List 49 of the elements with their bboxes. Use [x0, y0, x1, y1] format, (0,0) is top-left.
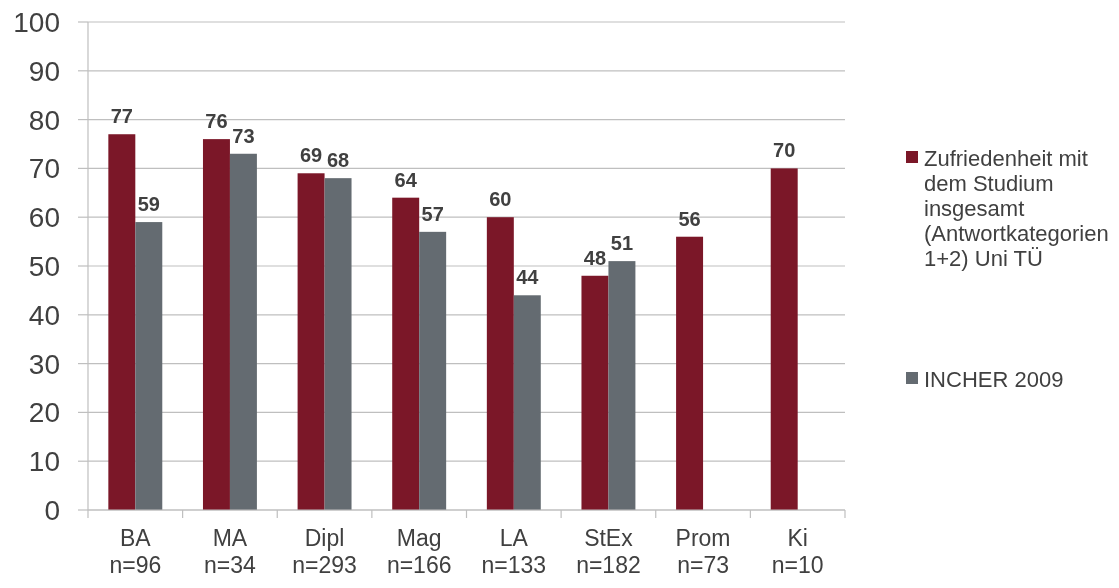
data-label: 60 — [489, 188, 512, 211]
y-tick-label: 0 — [44, 495, 60, 527]
bar — [202, 139, 230, 510]
bar — [297, 173, 325, 510]
y-tick-label: 20 — [28, 397, 60, 429]
bar — [676, 236, 704, 510]
y-tick-label: 50 — [28, 251, 60, 283]
bar — [392, 197, 420, 510]
x-tick-label: MA n=34 — [204, 525, 257, 578]
y-tick-label: 30 — [28, 348, 60, 380]
bar — [419, 231, 447, 510]
bar — [108, 134, 136, 510]
y-tick-label: 90 — [28, 55, 60, 87]
x-tick-label: Mag n=166 — [386, 525, 452, 578]
data-label: 48 — [583, 246, 607, 269]
y-tick-label: 10 — [28, 446, 60, 478]
bar — [608, 261, 636, 510]
data-label: 57 — [421, 202, 444, 225]
bar — [770, 168, 798, 510]
y-tick-label: 80 — [28, 104, 60, 136]
bar — [513, 295, 541, 510]
y-tick-label: 40 — [28, 299, 60, 331]
data-label: 70 — [773, 139, 796, 162]
data-label: 64 — [394, 168, 418, 191]
data-label: 56 — [678, 207, 701, 230]
x-tick-label: Dipl n=293 — [292, 525, 357, 578]
data-label: 77 — [110, 105, 133, 128]
x-tick-label: BA n=96 — [109, 525, 162, 578]
data-label: 68 — [326, 149, 350, 172]
y-tick-label: 60 — [28, 202, 60, 234]
data-label: 76 — [205, 110, 228, 133]
bar — [324, 178, 352, 510]
y-tick-label: 70 — [28, 153, 60, 185]
bar — [581, 275, 609, 510]
data-label: 69 — [299, 144, 323, 167]
bar — [135, 222, 163, 510]
data-label: 73 — [232, 124, 255, 147]
data-label: 51 — [610, 232, 634, 255]
y-tick-label: 100 — [13, 7, 60, 39]
x-tick-label: StEx n=182 — [576, 525, 641, 578]
bar — [229, 153, 257, 510]
data-label: 44 — [516, 266, 540, 289]
x-tick-label: LA n=133 — [481, 525, 547, 578]
bar — [486, 217, 514, 510]
x-tick-label: Prom n=73 — [675, 525, 731, 578]
data-label: 59 — [137, 193, 160, 216]
legend-label: INCHER 2009 — [924, 367, 1064, 392]
x-tick-label: Ki n=10 — [771, 525, 824, 578]
legend-label: Zufriedenheit mit dem Studium insgesamt (Antwortkategorien 1+2) Uni TÜ — [924, 146, 1109, 271]
